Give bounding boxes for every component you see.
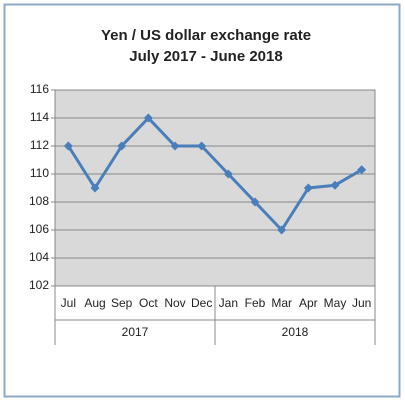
data-point bbox=[170, 141, 180, 151]
y-tick-label: 116 bbox=[30, 82, 49, 96]
data-point bbox=[143, 113, 153, 123]
y-tick-label: 112 bbox=[30, 138, 49, 152]
y-tick-label: 102 bbox=[29, 278, 49, 292]
x-tick-label: Mar bbox=[271, 296, 292, 310]
x-tick-label: Jun bbox=[352, 296, 371, 310]
data-point bbox=[277, 225, 287, 235]
x-tick-label: May bbox=[324, 296, 347, 310]
x-tick-label: Dec bbox=[191, 296, 212, 310]
data-point bbox=[303, 183, 313, 193]
data-point bbox=[223, 169, 233, 179]
chart-title: Yen / US dollar exchange rate bbox=[101, 27, 311, 44]
y-tick-label: 114 bbox=[30, 110, 49, 124]
x-group-label: 2018 bbox=[282, 325, 309, 339]
plot-area bbox=[54, 89, 376, 287]
x-tick-label: Nov bbox=[164, 296, 185, 310]
x-tick-label: Feb bbox=[245, 296, 266, 310]
y-tick-label: 106 bbox=[29, 222, 49, 236]
y-tick-label: 108 bbox=[29, 194, 49, 208]
data-point bbox=[330, 180, 340, 190]
x-group-label: 2017 bbox=[122, 325, 149, 339]
x-tick-label: Aug bbox=[84, 296, 105, 310]
series-line bbox=[67, 116, 363, 232]
data-point bbox=[63, 141, 73, 151]
x-tick-label: Oct bbox=[139, 296, 158, 310]
y-tick-label: 104 bbox=[29, 250, 49, 264]
x-tick-label: Sep bbox=[111, 296, 133, 310]
data-point bbox=[357, 165, 367, 175]
data-point bbox=[90, 183, 100, 193]
data-point bbox=[197, 141, 207, 151]
data-point bbox=[250, 197, 260, 207]
chart-subtitle: July 2017 - June 2018 bbox=[129, 48, 282, 65]
x-tick-label: Apr bbox=[299, 296, 318, 310]
x-tick-label: Jul bbox=[61, 296, 76, 310]
y-tick-label: 110 bbox=[30, 166, 49, 180]
x-tick-label: Jan bbox=[219, 296, 238, 310]
data-point bbox=[117, 141, 127, 151]
